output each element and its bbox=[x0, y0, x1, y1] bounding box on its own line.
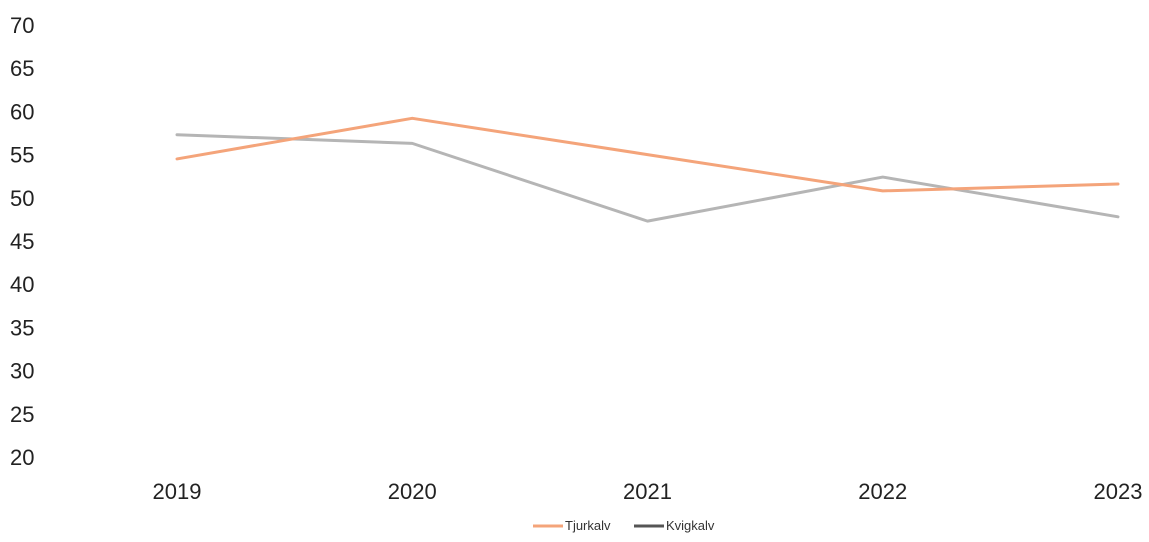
x-tick-label: 2023 bbox=[1094, 479, 1143, 504]
series-line-tjurkalv bbox=[175, 116, 1120, 193]
series-layer bbox=[175, 116, 1120, 223]
y-tick-label: 55 bbox=[10, 143, 34, 168]
y-tick-label: 50 bbox=[10, 186, 34, 211]
y-tick-label: 70 bbox=[10, 13, 34, 38]
legend: Tjurkalv Kvigkalv bbox=[533, 518, 715, 533]
x-tick-label: 2021 bbox=[623, 479, 672, 504]
y-axis: 20 25 30 35 40 45 50 55 60 65 70 bbox=[10, 13, 34, 470]
x-axis: 2019 2020 2021 2022 2023 bbox=[153, 479, 1143, 504]
y-tick-label: 40 bbox=[10, 272, 34, 297]
y-tick-label: 65 bbox=[10, 56, 34, 81]
x-tick-label: 2019 bbox=[153, 479, 202, 504]
y-tick-label: 35 bbox=[10, 315, 34, 340]
legend-label-kvigkalv: Kvigkalv bbox=[666, 518, 715, 533]
y-tick-label: 30 bbox=[10, 359, 34, 384]
x-tick-label: 2022 bbox=[858, 479, 907, 504]
y-tick-label: 20 bbox=[10, 445, 34, 470]
legend-label-tjurkalv: Tjurkalv bbox=[565, 518, 611, 533]
y-tick-label: 25 bbox=[10, 402, 34, 427]
y-tick-label: 60 bbox=[10, 99, 34, 124]
x-tick-label: 2020 bbox=[388, 479, 437, 504]
series-line-kvigkalv bbox=[175, 133, 1120, 223]
y-tick-label: 45 bbox=[10, 229, 34, 254]
